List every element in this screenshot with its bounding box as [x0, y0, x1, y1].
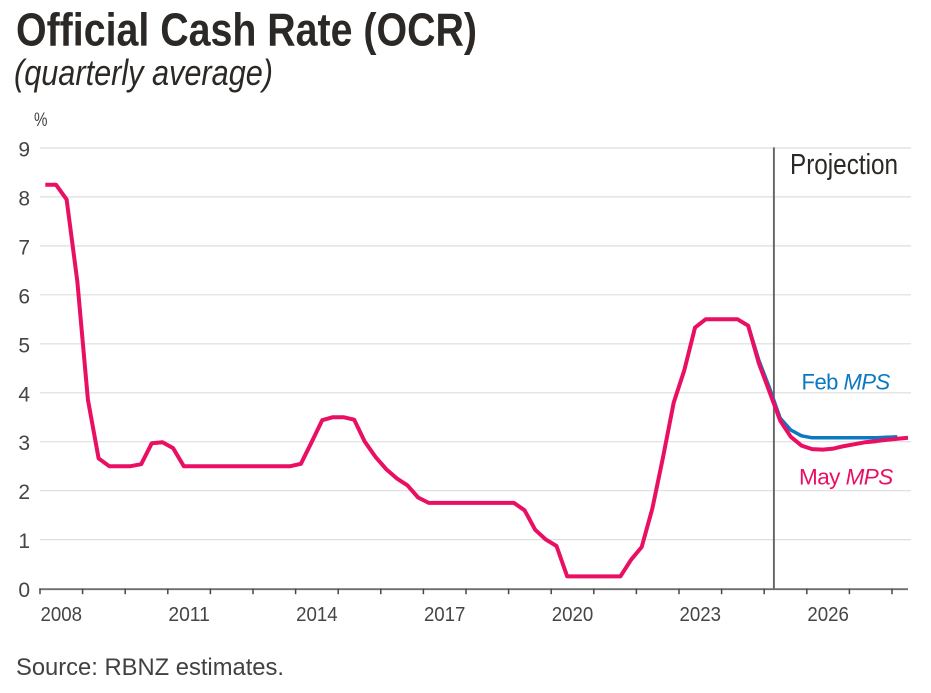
svg-text:6: 6	[18, 285, 30, 308]
svg-text:7: 7	[18, 236, 30, 259]
svg-text:2023: 2023	[680, 604, 722, 626]
svg-text:0: 0	[18, 579, 30, 602]
svg-text:3: 3	[18, 432, 30, 455]
svg-text:Official Cash Rate (OCR): Official Cash Rate (OCR)	[16, 4, 477, 56]
svg-text:Projection: Projection	[790, 149, 898, 181]
svg-text:8: 8	[18, 187, 30, 210]
svg-text:May MPS: May MPS	[799, 465, 893, 490]
svg-text:2017: 2017	[424, 604, 466, 626]
svg-text:4: 4	[18, 383, 30, 406]
svg-text:1: 1	[18, 530, 30, 553]
svg-text:9: 9	[18, 139, 30, 162]
svg-text:Feb MPS: Feb MPS	[802, 369, 891, 394]
svg-text:Source: RBNZ estimates.: Source: RBNZ estimates.	[16, 654, 284, 681]
svg-text:2020: 2020	[552, 604, 594, 626]
svg-text:%: %	[34, 110, 48, 131]
svg-text:2011: 2011	[168, 604, 210, 626]
svg-text:2: 2	[18, 481, 30, 504]
svg-text:5: 5	[18, 334, 30, 357]
svg-text:2026: 2026	[807, 604, 849, 626]
svg-text:(quarterly average): (quarterly average)	[14, 52, 273, 93]
svg-text:2014: 2014	[296, 604, 338, 626]
svg-text:2008: 2008	[41, 604, 83, 626]
